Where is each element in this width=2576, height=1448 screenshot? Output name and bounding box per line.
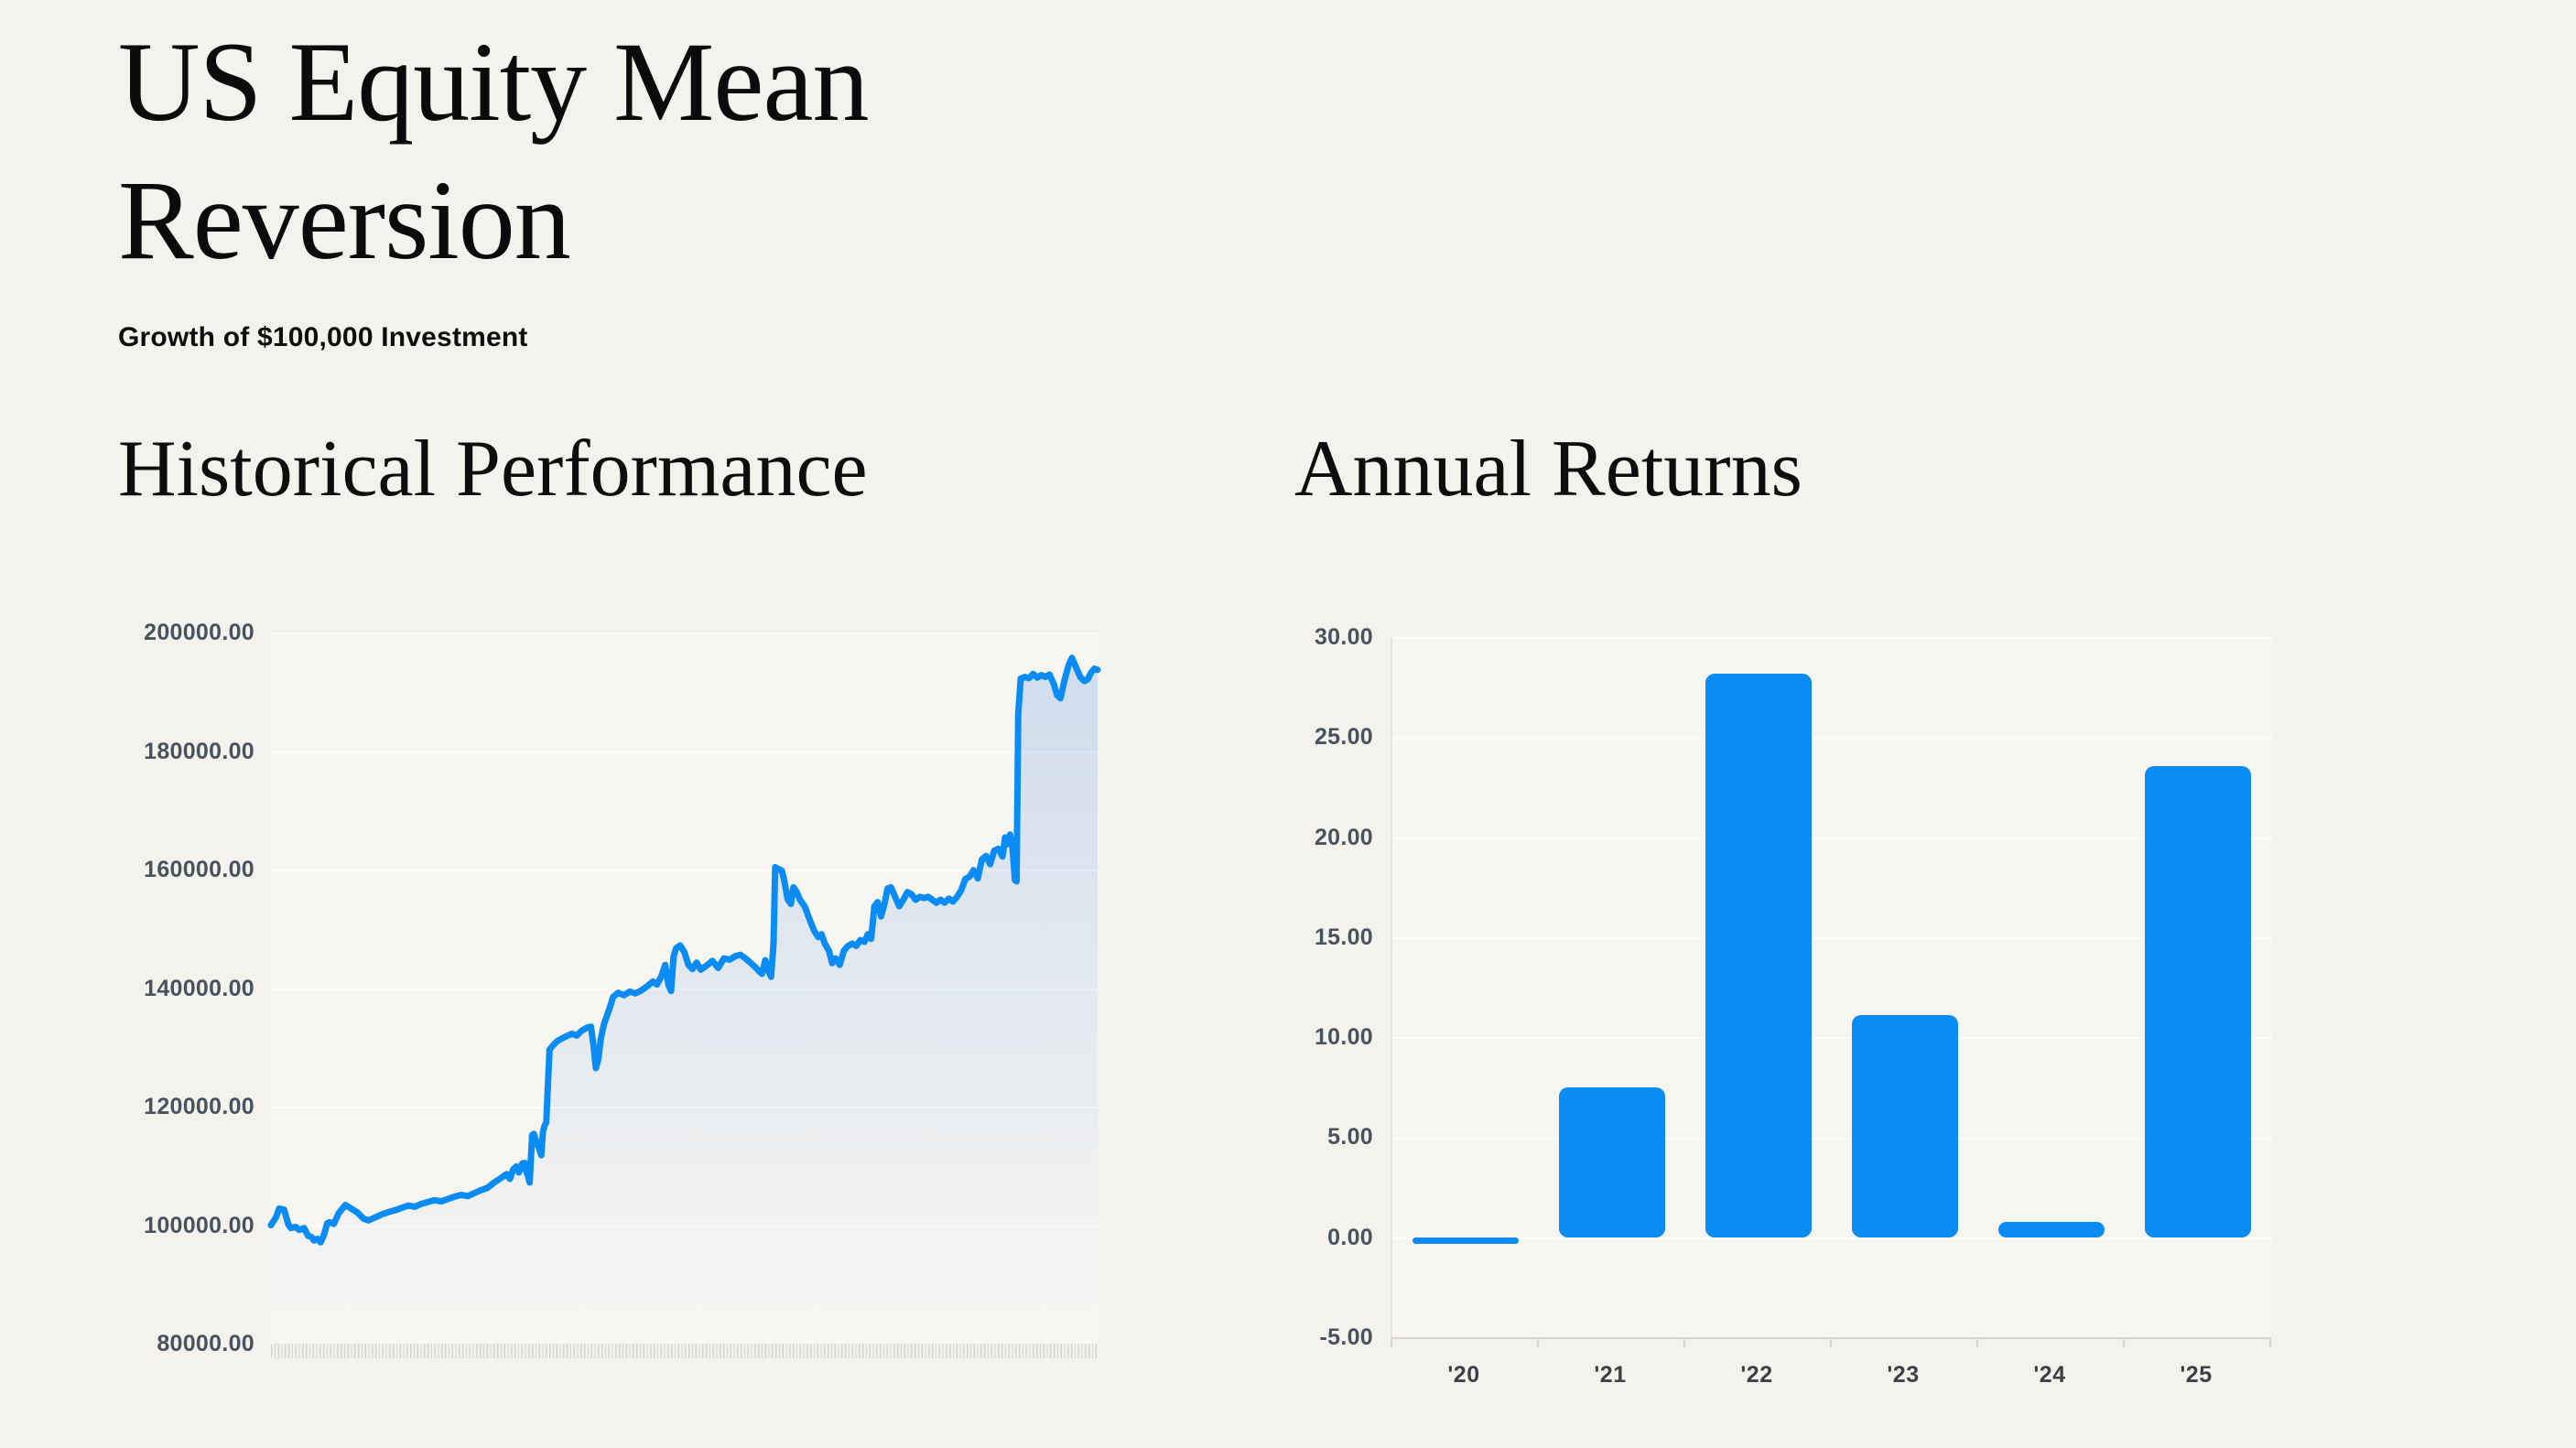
line-chart-plot-area (267, 632, 1101, 1344)
bar-chart-axis-ticks (1391, 1339, 2272, 1348)
growth-line-series (267, 654, 1101, 1344)
area-fill (271, 657, 1098, 1344)
annual-return-bar-21 (1559, 1087, 1665, 1237)
bar-x-tick-label: '23 (1887, 1362, 1920, 1388)
bar-y-tick-label: 15.00 (1314, 924, 1373, 950)
annual-return-bar-25 (2145, 765, 2251, 1237)
annual-return-bar-23 (1852, 1015, 1958, 1237)
line-y-tick-label: 180000.00 (144, 738, 254, 764)
bar-x-tick-label: '21 (1594, 1362, 1627, 1388)
line-y-tick-label: 140000.00 (144, 975, 254, 1001)
annual-returns-heading: Annual Returns (1294, 425, 1802, 513)
page-title: US Equity Mean Reversion (118, 13, 869, 290)
annual-return-bar-20 (1412, 1237, 1519, 1245)
page-subtitle: Growth of $100,000 Investment (118, 322, 528, 352)
bar-x-tick-label: '22 (1740, 1362, 1773, 1388)
bar-y-tick-label: 30.00 (1314, 624, 1373, 650)
line-y-tick-label: 80000.00 (157, 1331, 254, 1356)
bar-x-tick-label: '25 (2180, 1362, 2213, 1388)
historical-performance-heading: Historical Performance (118, 425, 868, 513)
page-title-line1: US Equity Mean (118, 19, 869, 145)
bar-y-tick-label: 5.00 (1327, 1124, 1373, 1151)
annual-return-bar-22 (1705, 673, 1812, 1237)
bar-y-tick-label: 10.00 (1314, 1024, 1373, 1051)
bar-x-tick-label: '20 (1447, 1362, 1480, 1388)
bar-x-tick-label: '24 (2033, 1362, 2066, 1388)
page-title-line2: Reversion (118, 157, 571, 284)
bar-y-tick-label: 0.00 (1327, 1224, 1373, 1250)
line-stroke (267, 654, 1101, 1246)
bar-chart-plot-area (1391, 637, 2271, 1339)
line-y-tick-label: 200000.00 (144, 620, 254, 645)
line-y-tick-label: 120000.00 (144, 1094, 254, 1119)
annual-returns-chart: 30.00 25.00 20.00 15.00 10.00 5.00 0.00 -5.00 '… (1288, 624, 2304, 1408)
bar-y-tick-label: 25.00 (1314, 724, 1373, 751)
historical-performance-chart: 200000.00 180000.00 160000.00 140000.00 1200… (131, 620, 1120, 1374)
annual-return-bar-24 (1998, 1221, 2105, 1237)
line-y-tick-label: 100000.00 (144, 1212, 254, 1238)
line-y-tick-label: 160000.00 (144, 857, 254, 882)
bar-y-tick-label: 20.00 (1314, 824, 1373, 850)
x-axis-tick-band (271, 1344, 1098, 1358)
bar-y-tick-label: -5.00 (1319, 1324, 1373, 1350)
